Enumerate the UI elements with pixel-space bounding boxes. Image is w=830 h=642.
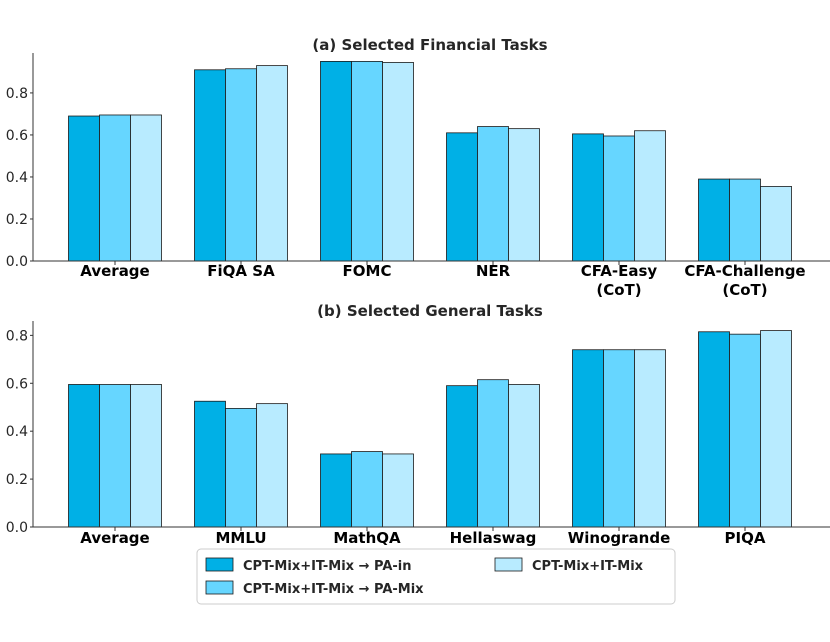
bar-average-series-1 — [68, 115, 100, 262]
y-tick-label: 0.6 — [6, 376, 28, 392]
bar-fomc-series-1 — [320, 61, 352, 262]
y-tick-label: 0.6 — [6, 128, 28, 144]
legend-swatch-base — [494, 557, 523, 572]
x-tick-label-piqa: PIQA — [725, 529, 766, 547]
y-axis-ticks-general: 0.0 0.2 0.4 0.6 0.8 — [6, 328, 33, 536]
legend-item-pa-in: CPT-Mix+IT-Mix → PA-in — [205, 557, 412, 574]
legend-label-pa-in: CPT-Mix+IT-Mix → PA-in — [243, 559, 412, 574]
bar-cfa-easy-cot-series-2 — [603, 135, 635, 262]
bar-cfa-challenge-cot-series-2 — [729, 178, 761, 262]
x-tick-label-hellaswag: Hellaswag — [450, 529, 537, 547]
y-tick-label: 0.4 — [6, 170, 28, 186]
y-tick-label: 0.8 — [6, 86, 28, 102]
legend-swatch-pa-in — [205, 557, 234, 572]
bar-mmlu-series-1 — [194, 400, 226, 528]
x-tick-label-fomc: FOMC — [343, 262, 392, 280]
legend-swatch-pa-mix — [205, 580, 234, 595]
bar-ner-series-3 — [508, 128, 540, 262]
legend-item-pa-mix: CPT-Mix+IT-Mix → PA-Mix — [205, 580, 424, 597]
bar-average-series-3 — [130, 114, 162, 262]
bar-group-general — [68, 330, 792, 528]
bar-cfa-challenge-cot-series-3 — [760, 186, 792, 262]
bar-hellaswag-series-1 — [446, 385, 478, 528]
legend-label-base: CPT-Mix+IT-Mix — [532, 559, 644, 574]
y-tick-label: 0.0 — [6, 520, 28, 536]
x-tick-label-fiqa-sa: FiQA SA — [207, 262, 275, 280]
bar-average-series-2 — [99, 114, 131, 262]
x-tick-label-mmlu: MMLU — [215, 529, 266, 547]
bar-mmlu-series-3 — [256, 403, 288, 528]
x-tick-label-mathqa: MathQA — [333, 529, 401, 547]
bar-fomc-series-3 — [382, 62, 414, 262]
bar-average-series-3 — [130, 384, 162, 528]
bar-mmlu-series-2 — [225, 408, 257, 528]
y-tick-label: 0.8 — [6, 328, 28, 344]
bar-group-financial — [68, 61, 792, 262]
bar-winogrande-series-2 — [603, 349, 635, 528]
bar-hellaswag-series-3 — [508, 384, 540, 528]
bar-mathqa-series-1 — [320, 453, 352, 528]
x-tick-label-winogrande: Winogrande — [568, 529, 671, 547]
bar-fiqa-sa-series-1 — [194, 69, 226, 262]
bar-mathqa-series-3 — [382, 453, 414, 528]
bar-winogrande-series-3 — [634, 349, 666, 528]
bar-winogrande-series-1 — [572, 349, 604, 528]
bar-hellaswag-series-2 — [477, 379, 509, 528]
x-axis-ticks-general: Average MMLU MathQA Hellaswag Winogrande PIQA — [80, 527, 766, 547]
chart-title-general: (b) Selected General Tasks — [317, 302, 543, 320]
bar-cfa-easy-cot-series-3 — [634, 130, 666, 262]
bar-fiqa-sa-series-2 — [225, 68, 257, 262]
panel-financial-tasks: (a) Selected Financial Tasks 0.00.20.40.… — [6, 36, 830, 299]
x-tick-label-ner: NER — [476, 262, 511, 280]
y-tick-label: 0.0 — [6, 254, 28, 270]
panel-general-tasks: (b) Selected General Tasks 0.00.20.40.60… — [6, 302, 830, 547]
chart-title-financial: (a) Selected Financial Tasks — [312, 36, 547, 54]
x-axis-ticks-financial: Average FiQA SA FOMC NER CFA-Easy (CoT) CFA-Ch… — [80, 261, 806, 299]
bar-ner-series-1 — [446, 132, 478, 262]
bar-cfa-challenge-cot-series-1 — [698, 178, 730, 262]
x-tick-label-average: Average — [80, 529, 149, 547]
bar-cfa-easy-cot-series-1 — [572, 133, 604, 262]
legend: CPT-Mix+IT-Mix → PA-in CPT-Mix+IT-Mix → … — [196, 548, 676, 605]
bar-fomc-series-2 — [351, 61, 383, 262]
legend-label-pa-mix: CPT-Mix+IT-Mix → PA-Mix — [243, 582, 424, 597]
bar-piqa-series-1 — [698, 331, 730, 528]
y-tick-label: 0.2 — [6, 212, 28, 228]
bar-piqa-series-2 — [729, 333, 761, 528]
x-tick-label-cfa-easy-cot: CFA-Easy (CoT) — [581, 262, 658, 299]
legend-frame — [196, 548, 676, 605]
y-tick-label: 0.2 — [6, 472, 28, 488]
y-axis-ticks-financial: 0.0 0.2 0.4 0.6 0.8 — [6, 86, 33, 270]
x-tick-label-cfa-challenge-cot: CFA-Challenge (CoT) — [684, 262, 805, 299]
bar-ner-series-2 — [477, 126, 509, 262]
bar-average-series-2 — [99, 384, 131, 528]
bar-piqa-series-3 — [760, 330, 792, 528]
bar-average-series-1 — [68, 384, 100, 528]
y-tick-label: 0.4 — [6, 424, 28, 440]
bar-mathqa-series-2 — [351, 451, 383, 528]
legend-item-base: CPT-Mix+IT-Mix — [494, 557, 644, 574]
bar-fiqa-sa-series-3 — [256, 65, 288, 262]
x-tick-label-average: Average — [80, 262, 149, 280]
